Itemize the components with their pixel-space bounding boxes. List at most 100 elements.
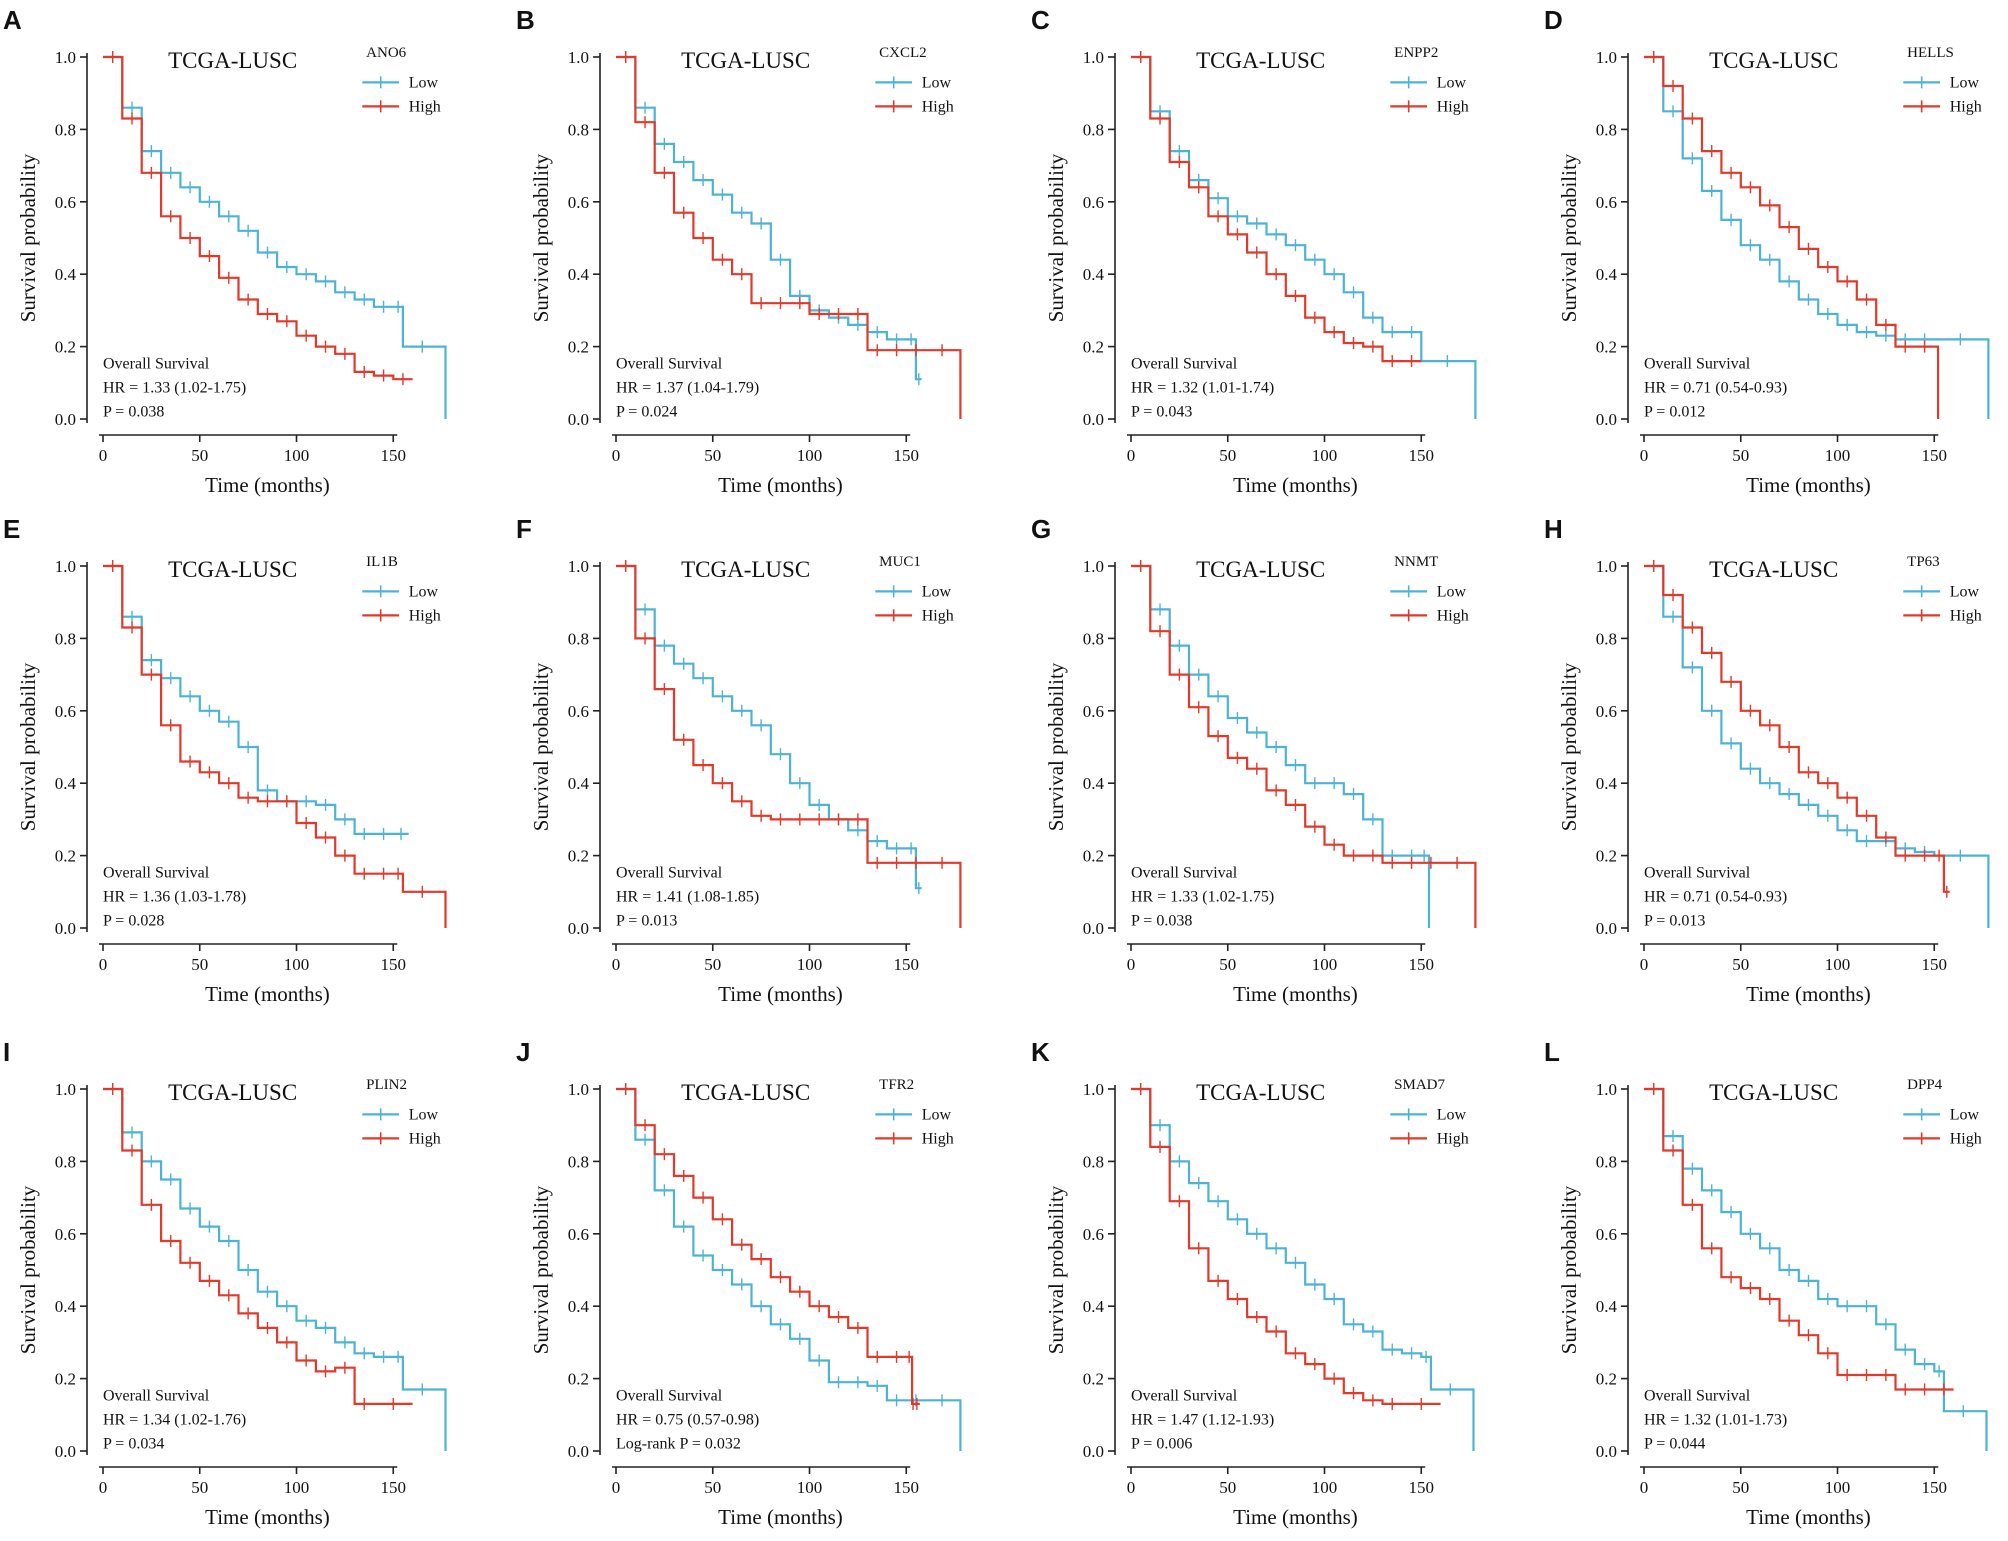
- panel-i-x-tick-label: 100: [284, 1478, 310, 1497]
- panel-d-stat-line: Overall Survival: [1644, 355, 1751, 372]
- panel-d-y-axis-title: Survival probability: [1557, 153, 1581, 322]
- panel-f-stat-line: Overall Survival: [616, 864, 723, 881]
- panel-f-y-tick-label: 0.0: [568, 919, 589, 938]
- panel-e-y-tick-label: 0.6: [55, 702, 76, 721]
- panel-b-curve-low: [616, 55, 922, 381]
- panel-j-y-tick-label: 0.0: [568, 1442, 589, 1461]
- panel-k-y-tick-label: 0.0: [1083, 1442, 1104, 1461]
- panel-l-stat-line: HR = 1.32 (1.01-1.73): [1644, 1411, 1787, 1428]
- panel-k-x-tick-label: 100: [1312, 1478, 1338, 1497]
- panel-a-y-tick-label: 0.2: [55, 338, 76, 357]
- panel-d-x-tick-label: 0: [1640, 446, 1649, 465]
- panel-i-gene-label: PLIN2: [366, 1077, 407, 1093]
- panel-g-letter: G: [1031, 514, 1051, 544]
- panel-h-legend-label-low: Low: [1950, 583, 1980, 600]
- panel-e-x-tick-label: 150: [381, 955, 407, 974]
- panel-j-x-tick-label: 50: [704, 1478, 721, 1497]
- panel-g-stat-line: HR = 1.33 (1.02-1.75): [1131, 888, 1274, 905]
- panel-k-y-tick-label: 0.8: [1083, 1152, 1104, 1171]
- panel-j-cohort-title: TCGA-LUSC: [681, 1080, 810, 1105]
- panel-d-y-tick-label: 0.4: [1596, 265, 1618, 284]
- panel-f-y-tick-label: 0.8: [568, 629, 589, 648]
- panel-a-y-tick-label: 0.6: [55, 193, 76, 212]
- panel-a-curve-high: [103, 55, 413, 381]
- panel-c-x-tick-label: 50: [1219, 446, 1236, 465]
- panel-j-x-axis-title: Time (months): [718, 1505, 843, 1529]
- panel-e-curve-low: [103, 564, 409, 835]
- panel-g-curve-high: [1131, 564, 1477, 928]
- panel-h-y-tick-label: 0.8: [1596, 629, 1617, 648]
- panel-l-y-tick-label: 0.4: [1596, 1297, 1618, 1316]
- panel-e-gene-label: IL1B: [366, 554, 398, 570]
- panel-l-x-tick-label: 0: [1640, 1478, 1649, 1497]
- panel-k-stat-line: HR = 1.47 (1.12-1.93): [1131, 1411, 1274, 1428]
- panel-j-stat-line: Log-rank P = 0.032: [616, 1435, 741, 1452]
- panel-k-x-tick-label: 0: [1127, 1478, 1136, 1497]
- panel-a-curve-low: [103, 55, 447, 419]
- panel-i-cohort-title: TCGA-LUSC: [168, 1080, 297, 1105]
- panel-d-legend-label-high: High: [1950, 98, 1982, 115]
- panel-b-x-tick-label: 100: [797, 446, 823, 465]
- panel-a-y-tick-label: 1.0: [55, 48, 76, 67]
- panel-e-legend-label-low: Low: [409, 583, 439, 600]
- panel-h-x-tick-label: 150: [1922, 955, 1948, 974]
- panel-i-y-tick-label: 0.6: [55, 1225, 76, 1244]
- panel-h-x-tick-label: 0: [1640, 955, 1649, 974]
- panel-h-x-axis-title: Time (months): [1746, 982, 1871, 1006]
- panel-i-stat-line: HR = 1.34 (1.02-1.76): [103, 1411, 246, 1428]
- panel-c-y-tick-label: 1.0: [1083, 48, 1104, 67]
- panel-j-gene-label: TFR2: [879, 1077, 914, 1093]
- panel-i-legend-label-high: High: [409, 1130, 441, 1147]
- panel-f-stat-line: HR = 1.41 (1.08-1.85): [616, 888, 759, 905]
- panel-g-x-tick-label: 50: [1219, 955, 1236, 974]
- panel-g-legend-label-high: High: [1437, 607, 1469, 624]
- panel-f-x-tick-label: 50: [704, 955, 721, 974]
- panel-d-curve-high: [1644, 55, 1940, 419]
- panel-c-stat-line: P = 0.043: [1131, 403, 1192, 420]
- panel-a-stat-line: HR = 1.33 (1.02-1.75): [103, 379, 246, 396]
- panel-i-x-axis-title: Time (months): [205, 1505, 330, 1529]
- panel-b-stat-line: P = 0.024: [616, 403, 677, 420]
- panel-l-curve-high: [1644, 1087, 1954, 1391]
- panel-l-legend-label-low: Low: [1950, 1106, 1980, 1123]
- panel-l-x-tick-label: 100: [1825, 1478, 1851, 1497]
- panel-i-curve-low: [103, 1087, 447, 1451]
- panel-f-x-tick-label: 0: [612, 955, 621, 974]
- panel-c-y-tick-label: 0.0: [1083, 410, 1104, 429]
- panel-e-x-tick-label: 100: [284, 955, 310, 974]
- panel-f-y-tick-label: 0.6: [568, 702, 589, 721]
- panel-c-gene-label: ENPP2: [1394, 45, 1438, 61]
- panel-c-curve-high: [1131, 55, 1422, 363]
- panel-l-y-tick-label: 0.6: [1596, 1225, 1617, 1244]
- panel-g-y-tick-label: 0.2: [1083, 847, 1104, 866]
- panel-c-x-tick-label: 0: [1127, 446, 1136, 465]
- panel-l-letter: L: [1544, 1037, 1560, 1067]
- panel-j-y-tick-label: 0.2: [568, 1370, 589, 1389]
- panel-a-x-tick-label: 0: [99, 446, 108, 465]
- panel-a-cohort-title: TCGA-LUSC: [168, 48, 297, 73]
- panel-i-x-tick-label: 50: [191, 1478, 208, 1497]
- panel-f-x-tick-label: 100: [797, 955, 823, 974]
- panel-h-y-tick-label: 0.0: [1596, 919, 1617, 938]
- panel-h-x-tick-label: 100: [1825, 955, 1851, 974]
- panel-c-y-tick-label: 0.6: [1083, 193, 1104, 212]
- panel-e-y-tick-label: 0.8: [55, 629, 76, 648]
- panel-f-y-axis-title: Survival probability: [529, 662, 553, 831]
- panel-l-y-tick-label: 0.0: [1596, 1442, 1617, 1461]
- panel-h-stat-line: P = 0.013: [1644, 912, 1705, 929]
- panel-b-x-tick-label: 150: [894, 446, 920, 465]
- panel-d-stat-line: HR = 0.71 (0.54-0.93): [1644, 379, 1787, 396]
- panel-j-y-tick-label: 0.4: [568, 1297, 590, 1316]
- panel-a-y-tick-label: 0.4: [55, 265, 77, 284]
- panel-b-x-axis-title: Time (months): [718, 473, 843, 497]
- panel-i-y-tick-label: 0.0: [55, 1442, 76, 1461]
- panel-k-y-tick-label: 0.6: [1083, 1225, 1104, 1244]
- panel-g-y-axis-title: Survival probability: [1044, 662, 1068, 831]
- panel-j-x-tick-label: 0: [612, 1478, 621, 1497]
- panel-b-cohort-title: TCGA-LUSC: [681, 48, 810, 73]
- panel-k-curve-high: [1131, 1087, 1441, 1405]
- panel-e-y-tick-label: 0.2: [55, 847, 76, 866]
- panel-g-stat-line: Overall Survival: [1131, 864, 1238, 881]
- panel-i-letter: I: [3, 1037, 10, 1067]
- panel-k-y-tick-label: 0.4: [1083, 1297, 1105, 1316]
